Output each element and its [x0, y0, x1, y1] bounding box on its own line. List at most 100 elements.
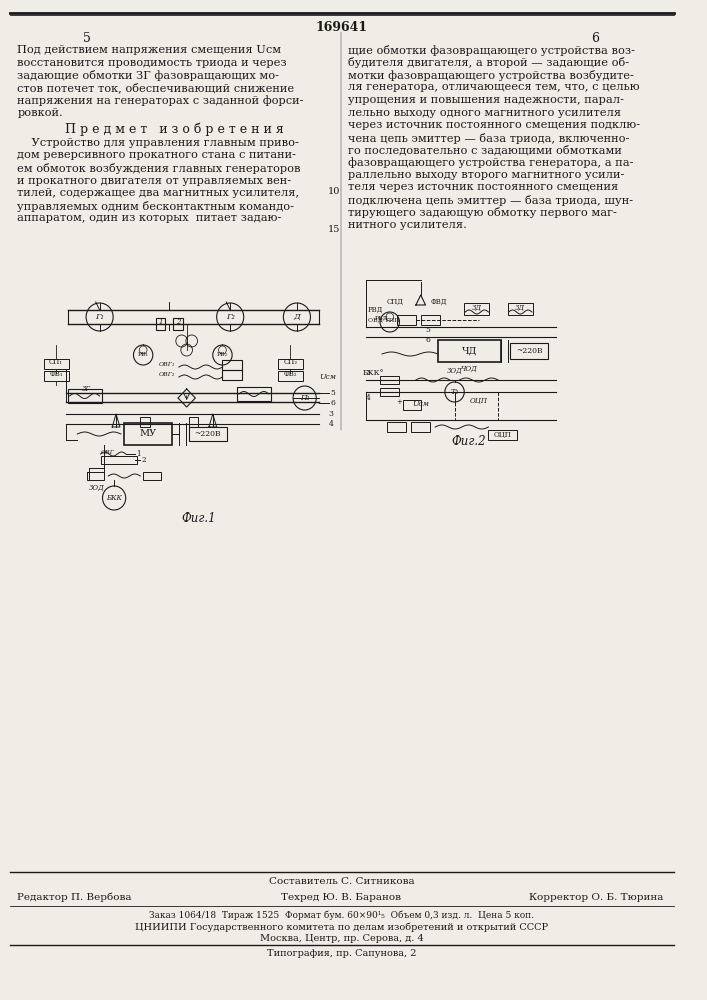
Text: Г₂: Г₂	[226, 313, 235, 321]
Bar	[489, 430, 518, 440]
Text: 5: 5	[426, 326, 431, 334]
Text: РВ₁: РВ₁	[138, 353, 148, 358]
Text: Uсм: Uсм	[319, 373, 336, 381]
Text: ~220В: ~220В	[194, 430, 221, 438]
Bar	[156, 318, 165, 330]
Text: теля через источник постоянного смещения: теля через источник постоянного смещения	[348, 182, 619, 192]
Text: через источник постоянного смещения подклю-: через источник постоянного смещения подк…	[348, 120, 641, 130]
Text: 3: 3	[329, 410, 334, 418]
Bar	[438, 340, 501, 362]
Text: мотки фазовращающего устройства возбудите-: мотки фазовращающего устройства возбудит…	[348, 70, 634, 81]
Text: ОЦП: ОЦП	[494, 431, 512, 439]
Bar	[140, 417, 150, 427]
Text: фазовращающего устройства генератора, а па-: фазовращающего устройства генератора, а …	[348, 157, 633, 168]
Text: аппаратом, один из которых  питает задаю-: аппаратом, один из которых питает задаю-	[18, 213, 282, 223]
Text: 1: 1	[136, 450, 141, 458]
Text: Фиг.2: Фиг.2	[452, 435, 486, 448]
Bar	[411, 422, 431, 432]
Text: 5: 5	[83, 32, 91, 45]
Text: Составитель С. Ситникова: Составитель С. Ситникова	[269, 877, 414, 886]
Text: ЗД: ЗД	[515, 304, 525, 312]
Bar	[173, 318, 183, 330]
Text: СПД: СПД	[387, 298, 404, 306]
Text: РВД: РВД	[368, 306, 383, 314]
Text: будителя двигателя, а второй — задающие об-: будителя двигателя, а второй — задающие …	[348, 57, 629, 68]
Text: 6: 6	[426, 336, 431, 344]
Text: ем обмоток возбуждения главных генераторов: ем обмоток возбуждения главных генератор…	[18, 163, 301, 174]
Text: СП₂: СП₂	[284, 358, 297, 366]
Bar	[44, 359, 69, 369]
Text: Редактор П. Вербова: Редактор П. Вербова	[18, 893, 132, 902]
Text: Под действием напряжения смещения Uсм: Под действием напряжения смещения Uсм	[18, 45, 281, 55]
Text: ОВГ₂: ОВГ₂	[158, 372, 175, 377]
Bar	[189, 417, 198, 427]
Bar	[510, 343, 549, 359]
Bar	[421, 315, 440, 325]
Text: 6: 6	[331, 399, 336, 407]
Text: ОЦП: ОЦП	[469, 397, 488, 405]
Text: 2: 2	[176, 318, 180, 326]
Bar	[223, 360, 242, 370]
Text: +: +	[397, 399, 402, 405]
Bar	[278, 371, 303, 381]
Text: П р е д м е т   и з о б р е т е н и я: П р е д м е т и з о б р е т е н и я	[65, 122, 284, 135]
Text: 4: 4	[366, 394, 370, 402]
Text: задающие обмотки ЗГ фазовращающих мо-: задающие обмотки ЗГ фазовращающих мо-	[18, 70, 279, 81]
Bar	[397, 315, 416, 325]
Text: СП₁: СП₁	[49, 358, 63, 366]
Text: T₂: T₂	[450, 388, 459, 396]
Bar	[189, 427, 227, 441]
Bar	[100, 456, 137, 464]
Text: 2: 2	[141, 456, 146, 464]
Text: ЧД: ЧД	[462, 347, 477, 356]
Text: подключена цепь эмиттер — база триода, шун-: подключена цепь эмиттер — база триода, ш…	[348, 195, 633, 206]
Text: тилей, содержащее два магнитных усилителя,: тилей, содержащее два магнитных усилител…	[18, 188, 300, 198]
Text: ФВД: ФВД	[431, 298, 447, 306]
Text: ОВГ₁: ОВГ₁	[158, 362, 175, 367]
Bar	[508, 303, 533, 315]
Text: Д: Д	[293, 313, 300, 321]
Text: ЗГ: ЗГ	[82, 385, 91, 393]
Bar	[237, 387, 271, 401]
Text: 3: 3	[366, 369, 370, 377]
Text: чена цепь эмиттер — база триода, включенно-: чена цепь эмиттер — база триода, включен…	[348, 132, 629, 143]
Text: го последовательно с задающими обмотками: го последовательно с задающими обмотками	[348, 145, 622, 156]
Text: раллельно выходу второго магнитного усили-: раллельно выходу второго магнитного усил…	[348, 170, 624, 180]
Text: восстановится проводимость триода и через: восстановится проводимость триода и чере…	[18, 57, 287, 68]
Text: БКК: БКК	[106, 494, 122, 502]
Text: нитного усилителя.: нитного усилителя.	[348, 220, 467, 230]
Text: ЧОД: ЧОД	[461, 365, 477, 373]
Text: ФВ₁: ФВ₁	[49, 370, 63, 378]
Text: дом реверсивного прокатного стана с питани-: дом реверсивного прокатного стана с пита…	[18, 150, 296, 160]
Text: Заказ 1064/18  Тираж 1525  Формат бум. 60×90¹₅  Объем 0,3 изд. л.  Цена 5 коп.: Заказ 1064/18 Тираж 1525 Формат бум. 60×…	[149, 910, 534, 920]
Text: Г₁: Г₁	[95, 313, 104, 321]
Text: 15: 15	[328, 226, 341, 234]
Text: тирующего задающую обмотку первого маг-: тирующего задающую обмотку первого маг-	[348, 208, 617, 219]
Text: Корректор О. Б. Тюрина: Корректор О. Б. Тюрина	[529, 893, 663, 902]
Text: ОВГ: ОВГ	[100, 450, 115, 454]
Text: ЗОД: ЗОД	[89, 484, 105, 492]
Bar	[124, 423, 173, 445]
Text: упрощения и повышения надежности, парал-: упрощения и повышения надежности, парал-	[348, 95, 624, 105]
Text: ля генератора, отличающееся тем, что, с целью: ля генератора, отличающееся тем, что, с …	[348, 83, 640, 93]
Text: Фиг.1: Фиг.1	[181, 512, 216, 525]
Bar	[380, 388, 399, 396]
Text: РВД: РВД	[375, 316, 389, 320]
Text: 5: 5	[331, 389, 336, 397]
Text: МУ: МУ	[139, 430, 156, 438]
Text: 169641: 169641	[315, 21, 368, 34]
Text: ЗОД: ЗОД	[447, 367, 462, 375]
Text: 4: 4	[329, 420, 334, 428]
Text: Устройство для управления главным приво-: Устройство для управления главным приво-	[18, 138, 299, 148]
Text: ФВ₂: ФВ₂	[284, 370, 297, 378]
Text: Uсм: Uсм	[412, 400, 429, 408]
Text: ЗД: ЗД	[472, 304, 482, 312]
Text: ЦНИИПИ Государственного комитета по делам изобретений и открытий СССР: ЦНИИПИ Государственного комитета по дела…	[135, 922, 548, 932]
Text: 1: 1	[158, 318, 163, 326]
Bar	[380, 376, 399, 384]
Text: лельно выходу одного магнитного усилителя: лельно выходу одного магнитного усилител…	[348, 107, 621, 117]
Text: БКК°: БКК°	[363, 369, 384, 377]
Text: напряжения на генераторах с заданной форси-: напряжения на генераторах с заданной фор…	[18, 95, 304, 106]
Text: РВ₂: РВ₂	[217, 353, 228, 358]
Bar	[44, 371, 69, 381]
